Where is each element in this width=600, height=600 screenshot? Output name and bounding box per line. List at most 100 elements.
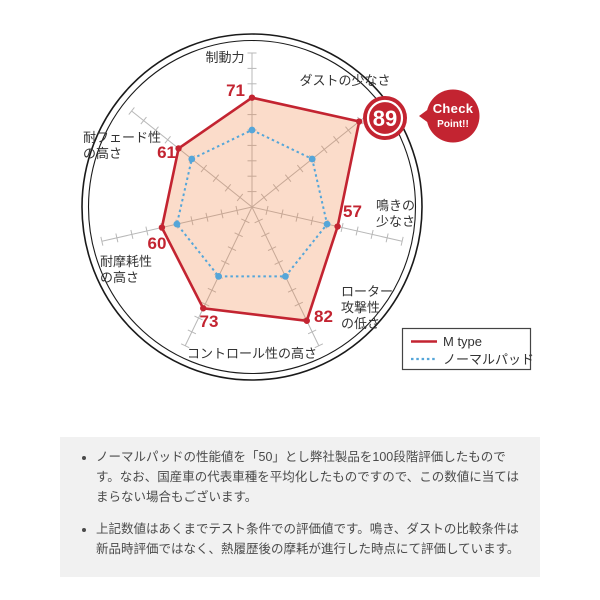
axis-tick <box>128 107 135 115</box>
note-item-test-conditions: 上記数値はあくまでテスト条件での評価値です。鳴き、ダストの比較条件は新品時評価で… <box>96 519 524 559</box>
axis-tick <box>280 209 284 219</box>
value-label-wear-resistance: 60 <box>148 234 167 253</box>
vertex-marker-m-type <box>334 223 341 230</box>
vertex-marker-m-type <box>200 305 207 312</box>
axis-tick <box>295 212 299 222</box>
value-label-controllability: 73 <box>200 312 219 331</box>
axis-label-fade-resistance-line1: 耐フェード性 <box>83 130 161 145</box>
axis-tick <box>115 233 119 243</box>
notes-panel: ノーマルパッドの性能値を「50」とし弊社製品を100段階評価したものです。なお、… <box>60 437 540 577</box>
axis-tick <box>187 329 197 335</box>
axis-tick <box>236 193 244 202</box>
axis-tick <box>254 218 263 224</box>
series-polygon-m-type <box>160 96 361 323</box>
vertex-marker-m-type <box>248 94 256 101</box>
axis-tick <box>296 164 304 173</box>
axis-tick <box>200 301 210 307</box>
axis-tick <box>385 233 389 243</box>
axis-tick <box>333 135 340 144</box>
axis-label-low-rotor-attack-line2: 攻撃性 <box>341 300 380 315</box>
axis-labels: 制動力 ダストの少なさ 鳴きの 少なさ ローター 攻撃性 の低さ コントロール性… <box>83 50 415 361</box>
vertex-marker-normal-pad <box>282 272 289 280</box>
series-polygons <box>158 94 363 324</box>
inner-ring-circle <box>87 39 417 375</box>
vertex-marker-normal-pad <box>308 155 316 163</box>
axis-tick <box>212 174 220 183</box>
axis-tick <box>314 343 324 349</box>
axis-label-low-dust: ダストの少なさ <box>299 73 390 88</box>
axis-tick <box>400 236 404 246</box>
check-point-badge: Check Point!! <box>419 89 480 143</box>
axis-tick <box>234 232 243 238</box>
axis-tick <box>310 216 314 226</box>
legend: M type ノーマルパッド <box>401 327 534 371</box>
value-label-low-rotor-attack: 82 <box>314 307 333 326</box>
notes-list: ノーマルパッドの性能値を「50」とし弊社製品を100段階評価したものです。なお、… <box>74 447 524 559</box>
axis-tick <box>227 246 237 252</box>
axis-tick <box>345 126 352 135</box>
series-fill-m-type <box>161 97 360 321</box>
axis-tick <box>164 135 171 144</box>
legend-label-m-type: M type <box>443 334 482 349</box>
axis-tick <box>207 287 217 293</box>
series-polygon-normal-pad <box>175 128 329 278</box>
check-point-circle <box>426 89 480 143</box>
axis-tick <box>287 287 297 293</box>
axis-tick <box>235 205 239 215</box>
vertex-marker-normal-pad <box>323 220 331 228</box>
axis-tick <box>224 183 232 192</box>
axis-tick <box>284 174 292 183</box>
axis-tick <box>152 126 159 135</box>
axis-tick <box>267 246 277 252</box>
vertex-marker-m-type <box>158 224 166 231</box>
axis-label-fade-resistance-line2: の高さ <box>83 146 122 161</box>
axis-tick <box>370 229 374 239</box>
vertex-marker-m-type <box>355 118 363 125</box>
axis-tick <box>265 205 269 215</box>
axis-tick <box>272 183 280 192</box>
axis-label-wear-resistance-line1: 耐摩耗性 <box>100 254 152 269</box>
value-label-low-dust: 89 <box>373 106 397 131</box>
value-label-braking-power: 71 <box>226 81 245 100</box>
axis-tick <box>194 315 203 321</box>
outer-ring-circle <box>81 33 423 381</box>
axis-tick <box>220 209 224 219</box>
dust-score-badge-ring <box>366 99 404 137</box>
axis-tick <box>307 329 317 335</box>
axis-label-wear-resistance-line2: の高さ <box>100 270 139 285</box>
vertex-marker-normal-pad <box>215 272 222 280</box>
axis-tick <box>274 260 283 265</box>
axis-tick <box>145 226 149 236</box>
axis-tick <box>180 343 190 349</box>
axis-tick <box>140 116 147 125</box>
vertex-marker-m-type <box>303 317 310 324</box>
axis-tick <box>294 301 304 307</box>
axis-tick <box>340 223 344 233</box>
axis-tick <box>355 226 359 236</box>
value-label-low-noise: 57 <box>343 202 362 221</box>
axis-label-low-rotor-attack-line3: の低さ <box>341 316 380 331</box>
vertex-marker-normal-pad <box>188 155 196 163</box>
check-point-line1: Check <box>433 101 474 116</box>
value-label-fade-resistance: 61 <box>157 143 176 162</box>
outer-rings <box>81 33 423 381</box>
axis-tick <box>321 145 328 154</box>
axis-tick <box>130 229 134 239</box>
axis-tick <box>190 216 194 226</box>
axis-tick <box>241 218 250 224</box>
axis-label-controllability: コントロール性の高さ <box>187 346 317 361</box>
axis-tick <box>205 212 209 222</box>
radar-chart: 制動力 ダストの少なさ 鳴きの 少なさ ローター 攻撃性 の低さ コントロール性… <box>81 33 534 381</box>
vertex-marker-normal-pad <box>173 220 181 228</box>
dust-score-badge: 89 <box>363 96 407 140</box>
axis-label-low-rotor-attack-line1: ローター <box>341 284 393 299</box>
legend-label-normal-pad: ノーマルパッド <box>443 352 534 367</box>
note-item-evaluation-basis: ノーマルパッドの性能値を「50」とし弊社製品を100段階評価したものです。なお、… <box>96 447 524 507</box>
axis-label-braking-power: 制動力 <box>205 50 244 65</box>
axis-tick <box>261 232 270 238</box>
axis-tick <box>200 164 208 173</box>
axis-tick <box>100 236 104 246</box>
axis-tick <box>260 193 268 202</box>
check-point-line2: Point!! <box>437 119 469 130</box>
